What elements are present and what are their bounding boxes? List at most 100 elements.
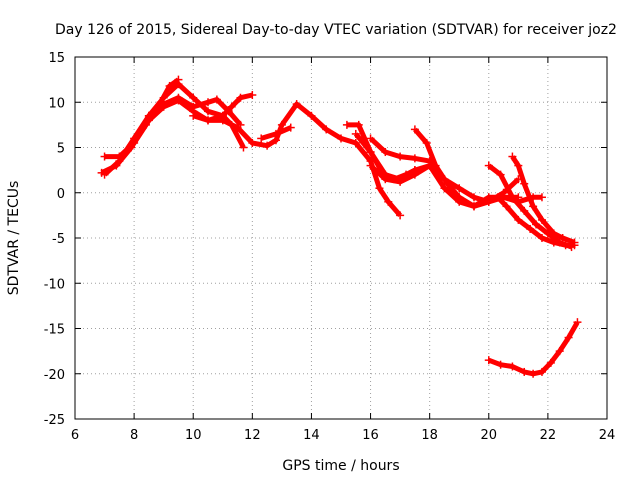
y-tick-label: -25 [44,413,65,428]
data-point [549,238,558,247]
data-point [292,100,301,109]
data-point [100,170,109,179]
data-point [546,358,555,367]
data-point [470,202,478,211]
x-tick-label: 18 [421,428,438,443]
data-point [366,148,375,157]
data-point [555,347,564,356]
data-point [174,93,183,102]
data-point [561,241,570,250]
data-point [484,193,493,202]
data-point [537,234,546,242]
data-point [526,224,535,233]
data-point [342,120,351,129]
data-point [529,202,538,211]
y-tick-label: 0 [57,187,65,202]
data-point [514,161,523,170]
data-point [189,102,198,111]
y-tick-label: 5 [57,142,65,157]
data-point [431,161,440,170]
data-point [396,211,405,220]
series-line-s4 [147,95,243,127]
data-point [286,123,295,132]
data-point [248,91,257,100]
x-tick-label: 12 [244,428,261,443]
x-axis-label: GPS time / hours [282,458,399,474]
data-point [366,134,375,143]
data-point [174,80,183,89]
data-point [307,111,316,120]
data-point [271,129,280,138]
data-point [322,125,331,134]
x-tick-label: 24 [599,428,616,443]
data-point [537,367,546,376]
y-tick-label: -10 [44,277,65,292]
x-tick-label: 20 [481,428,498,443]
y-tick-label: -5 [52,232,65,247]
data-point [537,193,546,202]
data-point [496,360,505,369]
data-point [573,318,582,327]
data-point [564,333,573,342]
data-point [455,184,464,193]
data-point [189,111,198,120]
data-point [440,184,449,193]
data-point [233,123,242,132]
data-point [204,116,212,125]
x-tick-label: 22 [540,428,557,443]
data-point [375,184,384,193]
data-point [144,111,153,120]
data-point [277,120,286,129]
data-point [410,170,419,179]
data-point [130,138,139,147]
data-point [493,193,502,202]
data-point [532,220,541,229]
data-point [470,193,478,202]
data-point [537,215,546,224]
data-point [224,107,233,116]
data-point [484,356,493,365]
data-point [508,362,517,371]
y-tick-label: 15 [48,51,65,66]
x-tick-label: 14 [303,428,320,443]
x-tick-label: 16 [362,428,379,443]
data-point [396,152,405,161]
data-point [337,134,345,143]
data-point [366,161,375,170]
y-tick-label: -15 [44,323,65,338]
data-point [212,95,221,104]
y-tick-label: -20 [44,368,65,383]
data-point [115,152,124,161]
data-point [204,107,212,116]
data-point [218,116,227,125]
data-point [257,134,266,143]
data-point [520,206,529,215]
series-line-s3 [104,97,246,160]
data-point [422,138,431,147]
data-point [248,138,257,147]
data-point [508,193,517,202]
data-point [484,161,493,170]
data-point [204,98,212,107]
data-point [239,143,248,152]
y-tick-label: 10 [48,96,65,111]
data-point [514,215,523,224]
data-point [443,179,452,188]
tick-layer: 6 8 10 12 14 16 18 20 22 24 -25 -20 -15 -10 -5 0 5 10 15 [44,51,616,443]
chart-title: Day 126 of 2015, Sidereal Day-to-day VTE… [55,22,617,38]
data-point [381,175,390,184]
data-point [351,129,360,138]
data-point [189,93,198,102]
x-tick-label: 6 [71,428,79,443]
series-line-s15 [487,320,580,377]
data-point [396,177,405,186]
data-point [100,152,109,161]
data-point [496,170,505,179]
data-point [351,138,360,147]
data-point [165,81,174,90]
data-point [381,148,390,157]
data-point [549,229,558,238]
data-point [236,93,245,102]
x-tick-label: 10 [185,428,202,443]
